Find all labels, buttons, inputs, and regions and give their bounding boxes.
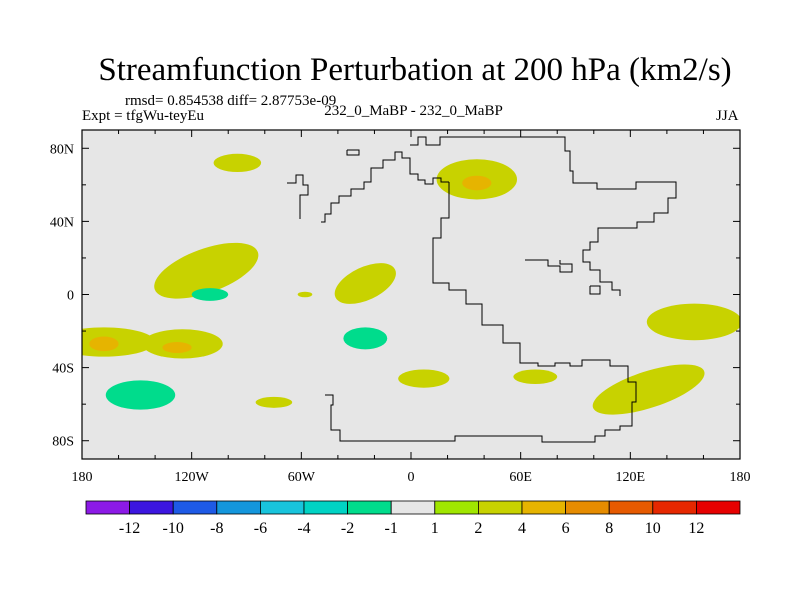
negative-anomaly-8 xyxy=(734,376,740,392)
negative-anomaly-6 xyxy=(588,342,636,364)
colorbar-label-9: 4 xyxy=(518,520,526,537)
positive-anomaly-11 xyxy=(334,263,396,304)
colorbar-label-12: 10 xyxy=(645,520,661,537)
x-tick-label-6: 180 xyxy=(730,470,751,485)
colorbar-swatch-6 xyxy=(347,500,392,515)
positive-anomaly-17 xyxy=(297,291,313,298)
colorbar-swatch-8 xyxy=(434,500,479,515)
negative-anomaly-5 xyxy=(626,151,737,182)
x-tick-label-4: 60E xyxy=(509,470,532,485)
positive-anomaly-10 xyxy=(213,153,262,173)
island-outline-a xyxy=(346,149,360,156)
y-tick-label-4: 80S xyxy=(52,435,74,450)
positive-anomaly-25 xyxy=(89,336,119,352)
colorbar-swatch-14 xyxy=(696,500,741,515)
colorbar-label-8: 2 xyxy=(474,520,482,537)
colorbar-swatch-12 xyxy=(608,500,654,515)
colorbar-label-4: -4 xyxy=(297,520,310,537)
positive-anomaly-15 xyxy=(255,396,293,408)
colorbar-swatch-0 xyxy=(85,500,130,515)
colorbar-swatch-9 xyxy=(477,500,523,515)
island-outline-b xyxy=(525,259,573,273)
colorbar-label-0: -12 xyxy=(119,520,140,537)
y-tick-label-0: 80N xyxy=(50,142,74,157)
colorbar-swatch-13 xyxy=(652,500,697,515)
colorbar-swatch-10 xyxy=(521,500,566,515)
negative-anomaly-21 xyxy=(191,288,229,301)
landmass-outline-eastern xyxy=(410,136,677,296)
colorbar-swatch-5 xyxy=(303,500,348,515)
positive-anomaly-26 xyxy=(162,342,192,353)
x-tick-label-0: 180 xyxy=(72,470,93,485)
x-tick-label-3: 0 xyxy=(408,470,415,485)
colorbar-label-6: -1 xyxy=(385,520,398,537)
experiment-label: Expt = tfgWu-teyEu xyxy=(82,108,204,124)
colorbar-label-10: 6 xyxy=(562,520,570,537)
positive-anomaly-9 xyxy=(154,242,259,299)
colorbar-label-7: 1 xyxy=(431,520,439,537)
positive-anomaly-16 xyxy=(398,369,450,388)
colorbar-label-5: -2 xyxy=(341,520,354,537)
y-tick-label-1: 40N xyxy=(50,215,74,230)
landmass-outline-northern xyxy=(287,174,309,219)
x-tick-label-2: 60W xyxy=(288,470,316,485)
y-tick-label-3: 40S xyxy=(52,362,74,377)
colorbar-swatch-1 xyxy=(129,500,174,515)
positive-anomaly-24 xyxy=(462,175,492,191)
colorbar: -12 -10 -8 -6 -4 -2 -1 1 2 4 6 8 10 12 xyxy=(85,500,741,537)
landmass-outline-western xyxy=(321,151,449,223)
colorbar-label-1: -10 xyxy=(163,520,184,537)
experiment-name: 232_0_MaBP - 232_0_MaBP xyxy=(324,103,503,119)
colorbar-swatch-7 xyxy=(390,500,436,515)
colorbar-swatch-11 xyxy=(565,500,610,515)
colorbar-label-11: 8 xyxy=(605,520,613,537)
stats-label: rmsd= 0.854538 diff= 2.87753e-09 xyxy=(125,93,337,109)
x-tick-label-1: 120W xyxy=(175,470,210,485)
colorbar-label-3: -6 xyxy=(254,520,267,537)
coastline-layer xyxy=(287,136,677,443)
landmass-outline-southern xyxy=(325,182,637,443)
field-layer xyxy=(82,151,740,432)
chart-title: Streamfunction Perturbation at 200 hPa (… xyxy=(98,52,732,88)
positive-anomaly-20 xyxy=(646,303,740,341)
negative-anomaly-23 xyxy=(343,327,388,350)
negative-anomaly-3 xyxy=(401,203,468,226)
positive-anomaly-18 xyxy=(513,369,558,385)
colorbar-label-13: 12 xyxy=(688,520,704,537)
y-tick-label-2: 0 xyxy=(67,289,74,304)
island-outline-c xyxy=(589,285,601,295)
x-tick-label-5: 120E xyxy=(616,470,646,485)
colorbar-swatch-2 xyxy=(172,500,218,515)
season-label: JJA xyxy=(716,108,739,124)
negative-anomaly-4 xyxy=(597,230,740,275)
positive-anomaly-19 xyxy=(592,364,705,415)
negative-anomaly-22 xyxy=(105,380,176,410)
colorbar-swatch-3 xyxy=(216,500,261,515)
colorbar-label-2: -8 xyxy=(210,520,223,537)
colorbar-swatch-4 xyxy=(259,500,305,515)
axes-layer: 180 120W 60W 0 60E 120E 180 80N 40N 0 40S 80S xyxy=(50,130,751,485)
